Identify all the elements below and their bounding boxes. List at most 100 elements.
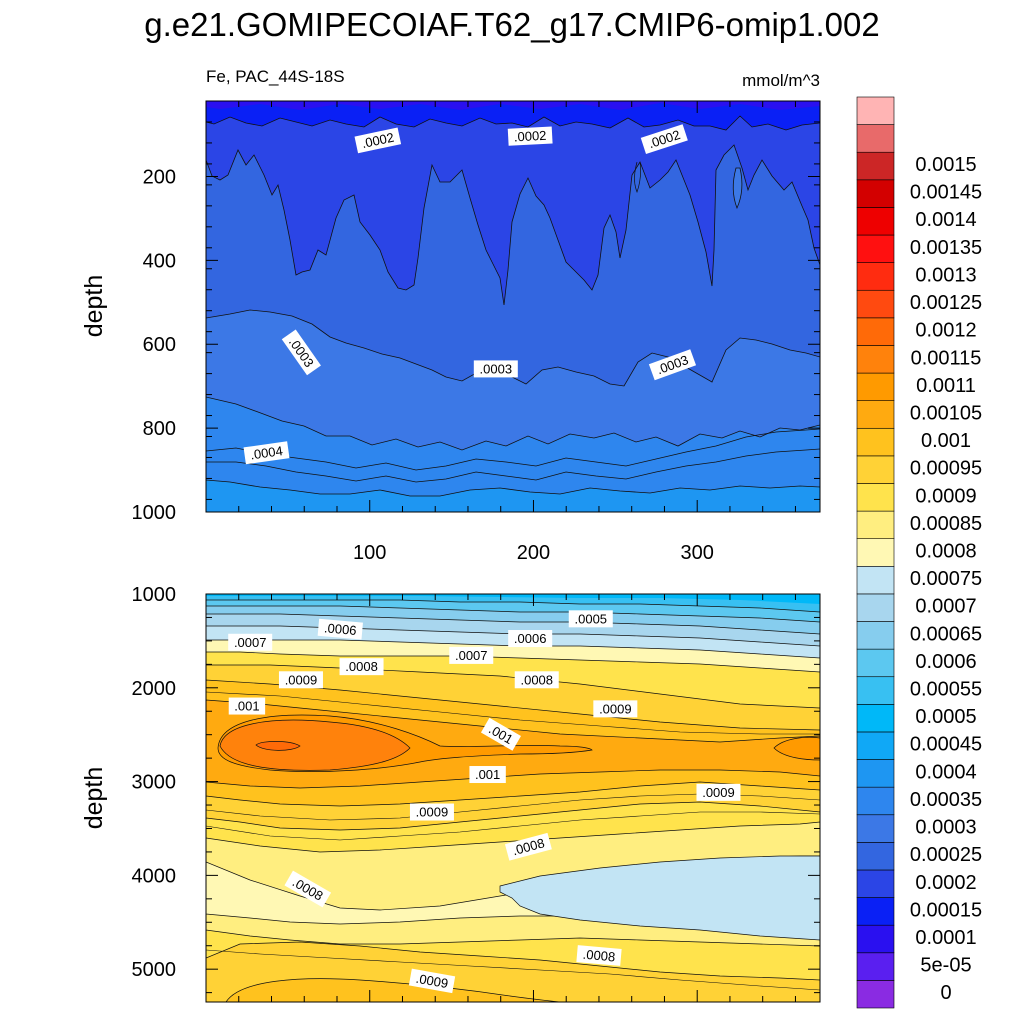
contour-label: .001 — [469, 766, 506, 784]
colorbar-swatch — [856, 400, 895, 429]
colorbar-label: 0 — [940, 982, 951, 1004]
upper-contour-fill — [206, 101, 820, 512]
contour-label-box — [568, 610, 613, 628]
colorbar-swatch — [856, 980, 895, 1009]
contour-label-box — [228, 697, 266, 715]
contour-label-text: .0009 — [415, 971, 450, 991]
colorbar-label: 0.0014 — [915, 209, 976, 231]
lower-y-axis: 1000 2000 3000 4000 5000 — [132, 584, 820, 994]
y-tick-label: 1000 — [132, 584, 177, 606]
colorbar-swatch — [856, 704, 895, 733]
colorbar-label: 0.00065 — [910, 623, 982, 645]
contour-00035-line — [206, 428, 820, 471]
contour-line-00085-a — [206, 811, 820, 841]
colorbar-label: 0.0009 — [915, 485, 976, 507]
contour-label-text: .0007 — [455, 648, 488, 663]
y-tick-label: 4000 — [132, 865, 177, 887]
contour-label: .0009 — [696, 783, 741, 801]
colorbar-label: 0.0015 — [915, 154, 976, 176]
colorbar-swatch — [856, 317, 895, 346]
colorbar-label: 0.0002 — [915, 872, 976, 894]
colorbar-swatch — [856, 483, 895, 512]
contour-label-box — [409, 803, 454, 821]
contour-label-box — [507, 126, 553, 146]
contour-label-text: .001 — [234, 699, 259, 714]
colorbar-swatch — [856, 96, 895, 125]
contour-label: .0008 — [339, 658, 384, 676]
colorbar-label: 0.0001 — [915, 927, 976, 949]
contour-label: .0002 — [507, 126, 553, 146]
contour-label-box — [514, 671, 559, 689]
colorbar-swatch — [856, 952, 895, 981]
y-tick-label: 400 — [143, 250, 176, 272]
contour-label: .0002 — [354, 127, 402, 154]
fill-level-0011 — [219, 719, 411, 771]
colorbar-label: 0.00095 — [910, 458, 982, 480]
contour-label-text: .0003 — [480, 361, 513, 376]
x-tick-label: 100 — [353, 542, 386, 564]
contour-label: .0007 — [449, 646, 494, 664]
colorbar-swatch — [856, 207, 895, 236]
contour-label-text: .0008 — [345, 659, 378, 674]
y-tick-label: 3000 — [132, 772, 177, 794]
colorbar-label: 0.0008 — [915, 541, 976, 563]
colorbar-swatch — [856, 924, 895, 954]
colorbar-swatch — [856, 538, 895, 567]
contour-label: .0009 — [408, 968, 456, 994]
upper-contour-labels: .0002.0002.0002.0003.0003.0003.0004 — [243, 124, 697, 465]
colorbar-label: 0.00085 — [910, 513, 982, 535]
y-tick-label: 800 — [143, 418, 176, 440]
contour-label-box — [408, 968, 456, 994]
colorbar-swatch — [856, 566, 895, 595]
contour-label-box — [473, 360, 518, 378]
contour-label: .0006 — [508, 630, 553, 648]
lower-x-axis — [238, 594, 796, 1002]
colorbar-swatch — [856, 648, 895, 678]
colorbar-label: 0.00055 — [910, 679, 982, 701]
contour-label-text: .0002 — [514, 128, 547, 145]
colorbar-label: 0.00135 — [910, 237, 982, 259]
colorbar-label: 0.0012 — [915, 320, 976, 342]
contour-label: .0003 — [648, 349, 697, 381]
colorbar-label: 0.0011 — [916, 375, 976, 397]
colorbar: 0 5e-05 0.0001 0.00015 0.0002 0.00025 0.0003 0.… — [856, 96, 982, 1009]
contour-label-box — [354, 127, 402, 154]
contour-label-box — [469, 766, 506, 784]
colorbar-swatch — [856, 372, 895, 401]
colorbar-swatch — [856, 124, 895, 153]
contour-label-text: .0002 — [360, 130, 395, 151]
colorbar-label: 0.0005 — [915, 706, 976, 728]
chart-title: g.e21.GOMIPECOIAF.T62_g17.CMIP6-omip1.00… — [144, 6, 880, 43]
fill-level-00115 — [255, 741, 301, 751]
contour-label-box — [508, 630, 553, 648]
fill-level-0005 — [206, 594, 820, 613]
colorbar-swatch — [856, 621, 895, 650]
contour-label: .0004 — [243, 441, 290, 465]
x-tick-label: 300 — [681, 542, 714, 564]
upper-panel: .0002.0002.0002.0003.0003.0003.0004 2004… — [80, 100, 821, 564]
fill-level-00105-east — [773, 736, 820, 761]
fill-level-00035-deep — [206, 479, 820, 512]
lower-plot-frame — [205, 593, 821, 1003]
colorbar-label: 0.00115 — [911, 347, 982, 369]
y-tick-label: 200 — [143, 166, 176, 188]
contour-label: .0008 — [576, 945, 622, 966]
contour-label-text: .0009 — [416, 805, 449, 820]
colorbar-swatch — [856, 151, 895, 181]
contour-label-box — [449, 646, 494, 664]
colorbar-swatch — [856, 510, 895, 539]
contour-label: .0007 — [228, 633, 273, 651]
lower-panel: .0005 .0006 .0006 .0007 .0007 .0008 .0008 .0009… — [80, 584, 821, 1003]
contour-line-0009-a — [206, 691, 820, 735]
lower-contour-labels: .0005 .0006 .0006 .0007 .0007 .0008 .0008 .0009… — [228, 610, 741, 994]
contour-label-box — [278, 671, 323, 689]
contour-label: .0005 — [568, 610, 613, 628]
y-tick-label: 600 — [143, 334, 176, 356]
colorbar-label: 0.00045 — [910, 734, 982, 756]
variable-label: Fe, PAC_44S-18S — [206, 67, 345, 86]
contour-label-box — [480, 717, 521, 751]
contour-00035-mid — [206, 448, 820, 483]
contour-label: .0006 — [317, 618, 363, 640]
contour-label-text: .0008 — [582, 947, 616, 965]
